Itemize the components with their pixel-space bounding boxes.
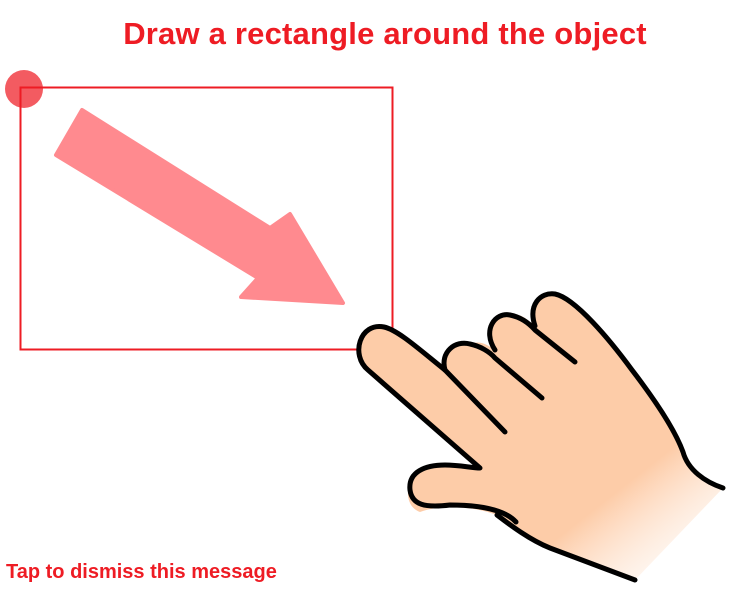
diagonal-arrow-icon [54,108,345,305]
pointing-hand-icon [356,291,726,583]
dismiss-hint[interactable]: Tap to dismiss this message [6,561,277,583]
selection-rectangle [19,86,394,351]
instruction-title: Draw a rectangle around the object [123,16,647,51]
touch-start-dot-icon [5,70,43,108]
